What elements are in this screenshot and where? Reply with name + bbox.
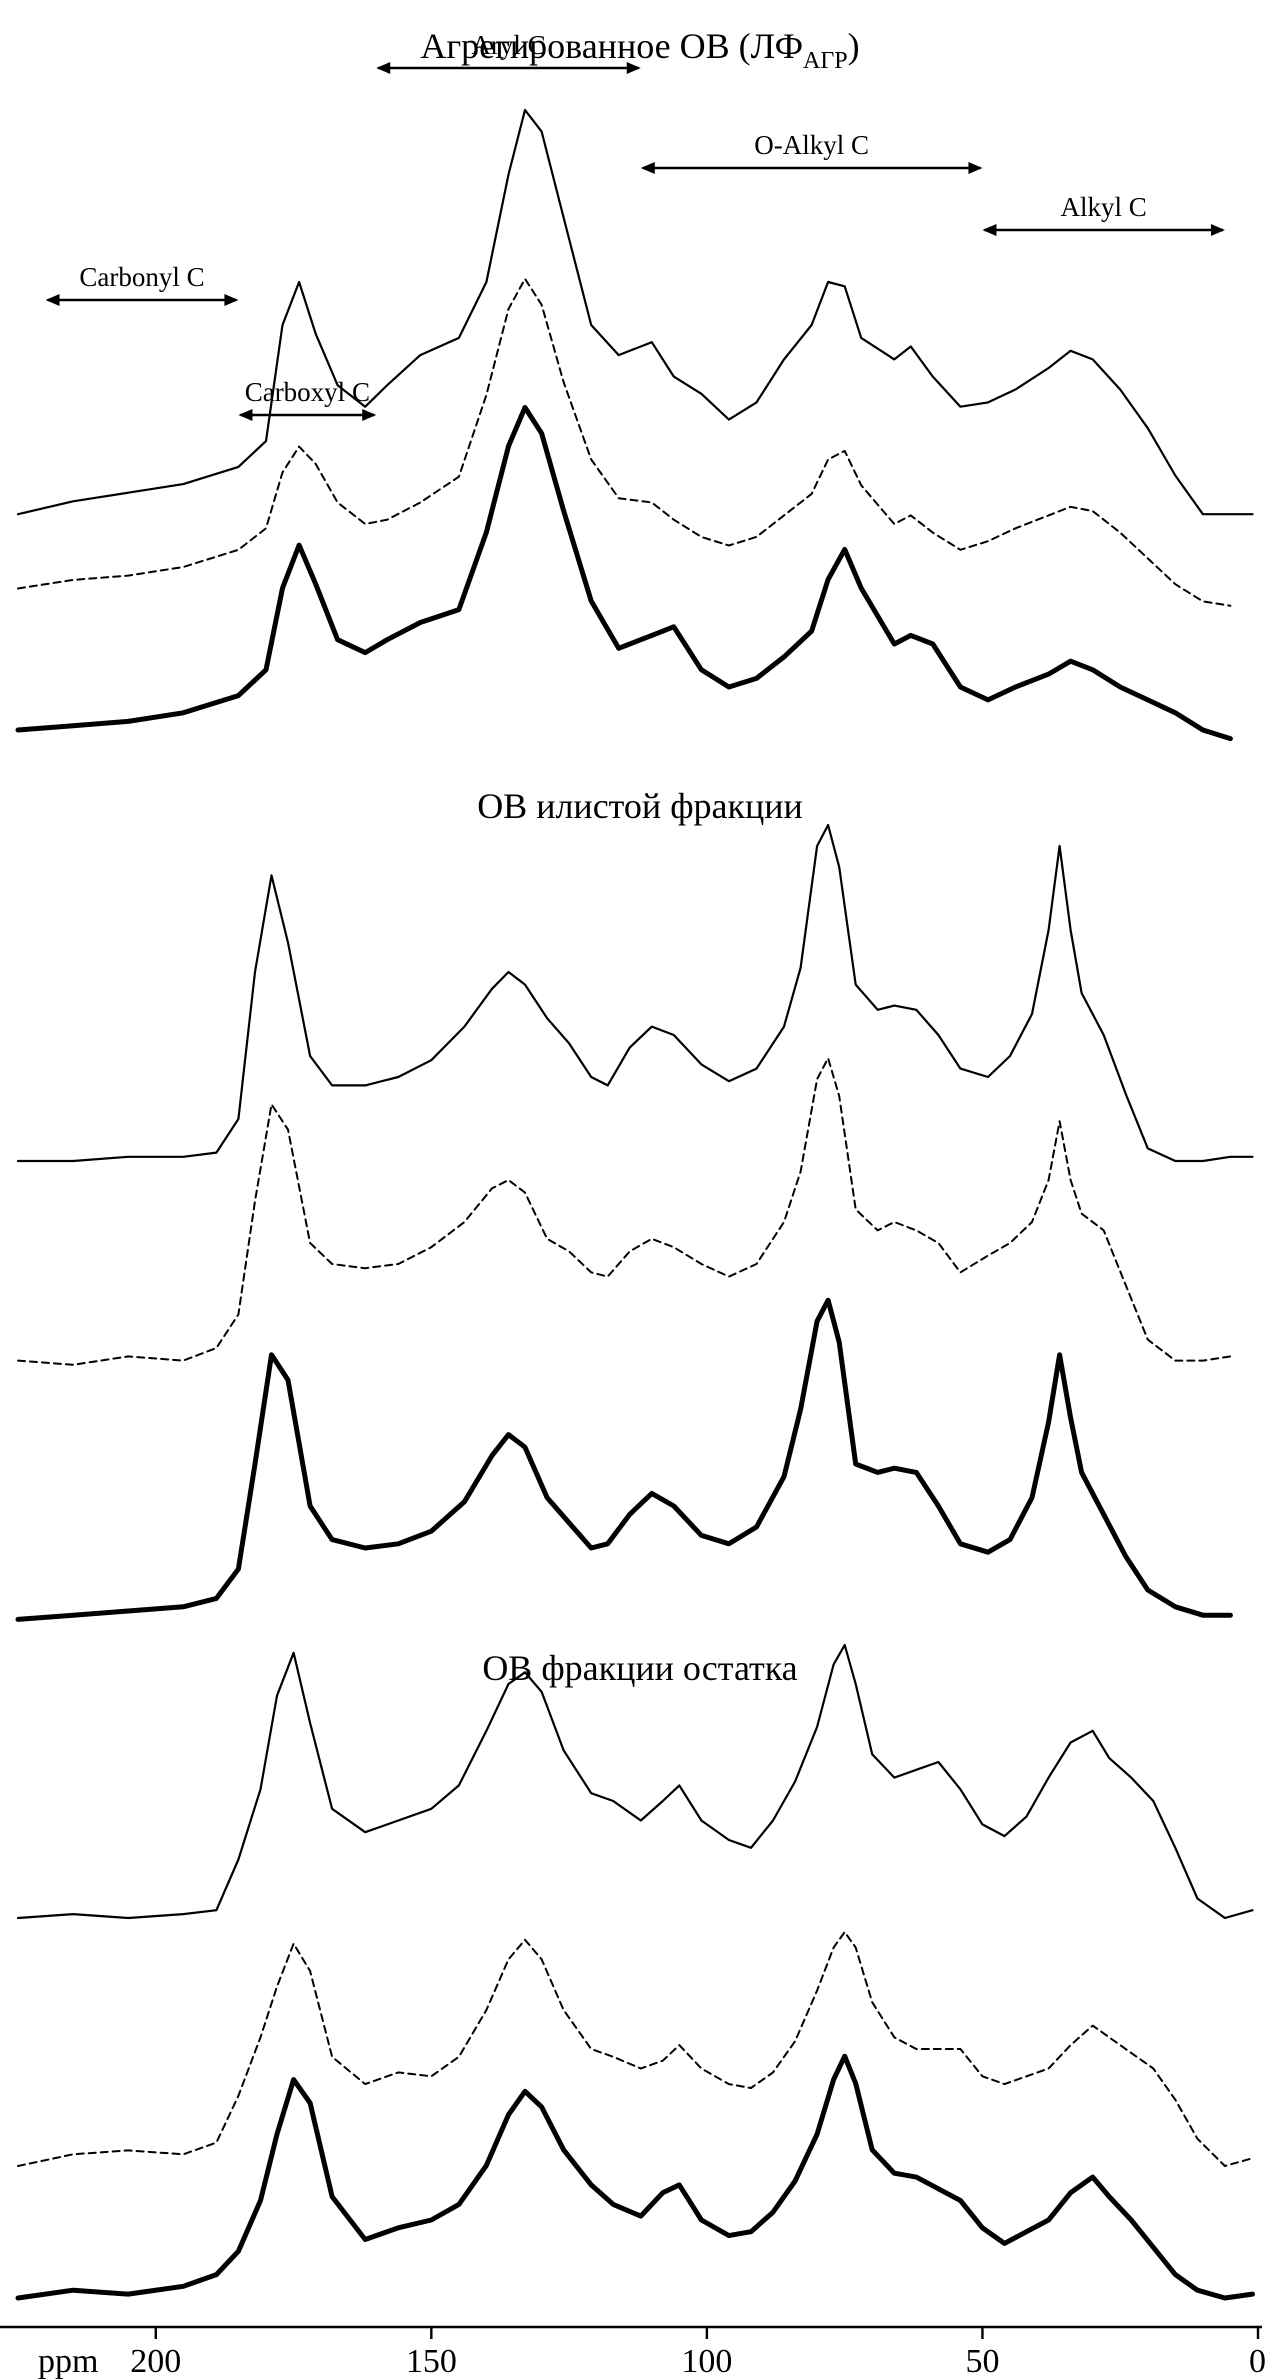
spectra-panels: Агрегированное ОВ (ЛФАГР) Carbonyl C Carbo… <box>15 26 1255 2301</box>
x-axis-tick-prefix: ppm <box>38 2343 98 2380</box>
arrowhead-left <box>640 162 655 174</box>
x-tick-label: 200 <box>130 2343 181 2380</box>
spectrum-panel: Агрегированное ОВ (ЛФАГР) Carbonyl C Carbo… <box>15 26 1254 742</box>
spectrum-line-solid <box>16 108 1254 516</box>
spectrum-line-bold <box>15 2053 1255 2301</box>
spectrum-line-solid <box>16 823 1254 1163</box>
spectrum-line-dashed <box>17 1931 1254 2167</box>
arrowhead-right <box>362 409 377 421</box>
arrowhead-right <box>968 162 983 174</box>
arrowhead-left <box>238 409 253 421</box>
spectrum-panel: ОВ илистой фракции <box>15 786 1254 1622</box>
arrowhead-left <box>45 294 60 306</box>
x-tick-label: 150 <box>406 2343 457 2380</box>
spectrum-line-bold <box>15 405 1233 742</box>
panel-title-main: ОВ илистой фракции <box>477 786 803 826</box>
x-axis: 200 150 100 50 0 ppm <box>0 2325 1266 2380</box>
arrowhead-left <box>376 62 391 74</box>
spectrum-line-solid <box>16 1643 1254 1920</box>
region-o-alkyl-c: O-Alkyl C <box>640 130 983 174</box>
region-label: Alkyl C <box>1061 192 1147 222</box>
region-label: O-Alkyl C <box>754 130 869 160</box>
x-tick-label: 100 <box>681 2343 732 2380</box>
region-label: Carboxyl C <box>245 377 370 407</box>
region-aryl-c: Aryl C <box>376 30 641 74</box>
x-axis-ticks: 200 150 100 50 0 <box>130 2327 1266 2380</box>
spectrum-panel: ОВ фракции остатка <box>15 1643 1255 2301</box>
spectrum-line-dashed <box>17 277 1232 607</box>
panel-title-close: ) <box>848 26 860 66</box>
arrowhead-right <box>626 62 641 74</box>
arrowhead-right <box>1210 224 1225 236</box>
region-label: Aryl C <box>471 30 545 60</box>
region-alkyl-c: Alkyl C <box>982 192 1225 236</box>
region-carbonyl-c: Carbonyl C <box>45 262 239 306</box>
region-carboxyl-c: Carboxyl C <box>238 377 377 421</box>
panel-title-main: ОВ фракции остатка <box>482 1648 797 1688</box>
panel-title: Агрегированное ОВ (ЛФАГР) <box>420 26 859 74</box>
panel-title-main: Агрегированное ОВ (ЛФ <box>420 26 803 66</box>
arrowhead-left <box>982 224 997 236</box>
panel-title-subscript: АГР <box>803 48 848 74</box>
x-tick-label: 50 <box>965 2343 999 2380</box>
x-tick-label: 0 <box>1249 2343 1266 2380</box>
arrowhead-right <box>224 294 239 306</box>
spectrum-line-bold <box>15 1297 1233 1622</box>
region-label: Carbonyl C <box>79 262 204 292</box>
spectrum-line-dashed <box>17 1057 1232 1366</box>
panel-title: ОВ илистой фракции <box>477 786 803 826</box>
panel-title: ОВ фракции остатка <box>482 1648 797 1688</box>
